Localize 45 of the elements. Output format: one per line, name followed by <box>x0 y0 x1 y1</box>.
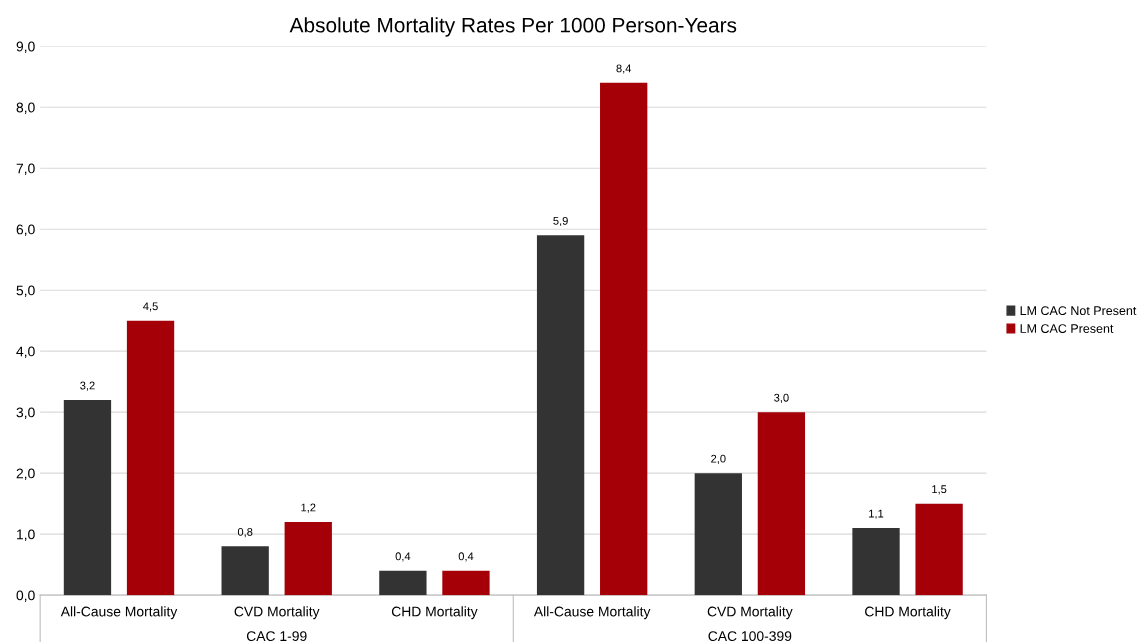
data-label: 1,1 <box>869 509 884 519</box>
chart-title: Absolute Mortality Rates Per 1000 Person-Years <box>289 17 737 37</box>
x-tick-label: CHD Mortality <box>865 606 951 620</box>
data-label: 0,4 <box>395 552 411 562</box>
bar <box>600 82 648 596</box>
y-tick-label: 4,0 <box>16 346 35 358</box>
bar <box>379 570 427 596</box>
bar <box>694 473 742 596</box>
y-tick-label: 9,0 <box>16 41 35 54</box>
y-tick-label: 2,0 <box>16 468 35 480</box>
data-label: 0,4 <box>458 552 474 562</box>
bar <box>757 412 806 596</box>
legend-label: LM CAC Present <box>1020 324 1114 333</box>
data-label: 2,0 <box>711 454 726 464</box>
data-label: 5,9 <box>553 216 568 227</box>
y-tick-label: 0,0 <box>16 590 35 602</box>
data-label: 0,8 <box>237 527 253 538</box>
y-tick-label: 5,0 <box>16 285 35 297</box>
y-tick-label: 8,0 <box>16 102 35 115</box>
x-tick-label: CHD Mortality <box>391 606 478 620</box>
bar <box>221 546 269 596</box>
data-label: 3,0 <box>774 393 789 403</box>
bar <box>852 528 900 596</box>
data-label: 3,2 <box>80 381 95 391</box>
bar <box>915 503 963 596</box>
x-tick-label: All-Cause Mortality <box>533 606 651 620</box>
x-tick-label: All-Cause Mortality <box>60 606 178 620</box>
x-tick-label: CVD Mortality <box>707 606 793 620</box>
y-tick-label: 7,0 <box>16 163 35 176</box>
y-tick-label: 1,0 <box>17 529 35 541</box>
y-tick-label: 3,0 <box>16 407 35 419</box>
text: CAC 100-399 <box>708 631 792 642</box>
x-tick-label: CVD Mortality <box>234 606 320 620</box>
data-label: 4,5 <box>143 302 158 312</box>
bar <box>442 570 490 596</box>
y-tick-label: 6,0 <box>16 224 35 236</box>
text: CAC 1-99 <box>246 631 307 642</box>
data-label: 1,5 <box>932 485 947 495</box>
bar <box>63 399 112 596</box>
bar <box>126 320 175 596</box>
data-label: 8,4 <box>616 64 632 74</box>
bar <box>284 521 332 596</box>
legend-label: LM CAC Not Present <box>1020 306 1137 316</box>
data-label: 1,2 <box>301 503 316 513</box>
bar <box>536 235 585 596</box>
